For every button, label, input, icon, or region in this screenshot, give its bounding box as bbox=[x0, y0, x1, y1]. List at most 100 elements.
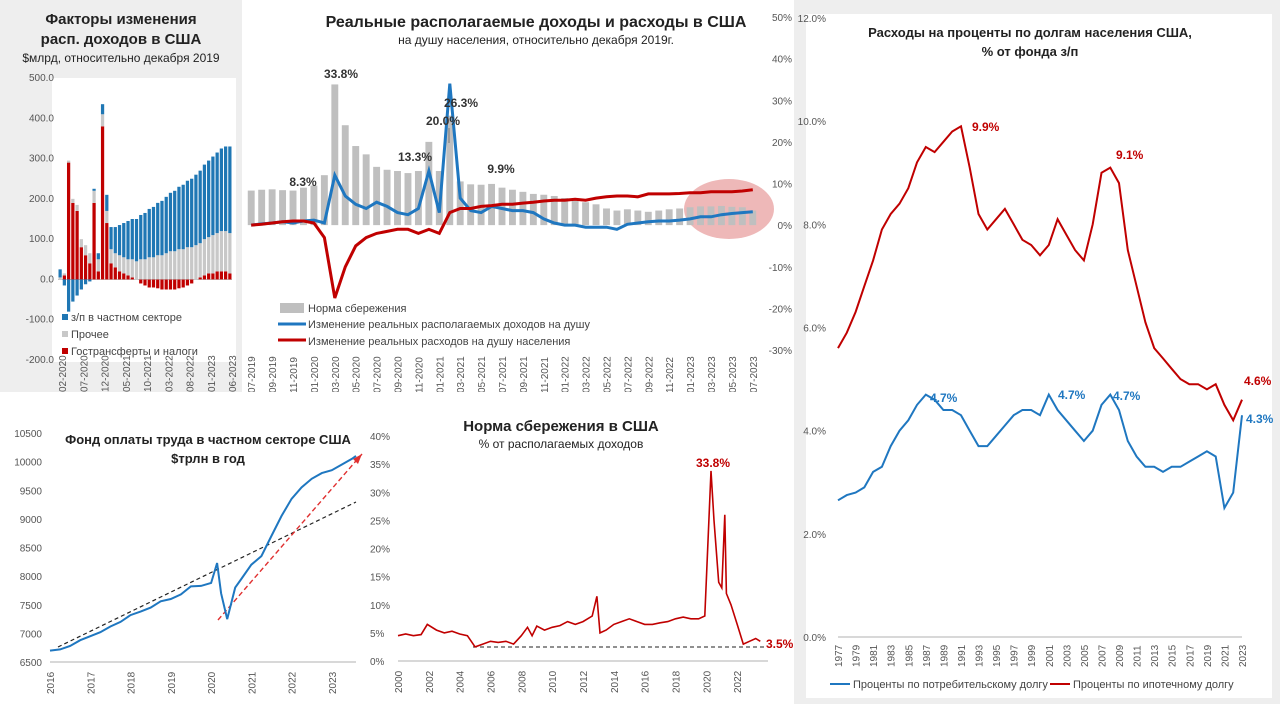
saving-xtick: 2006 bbox=[487, 670, 498, 693]
factors-bar bbox=[143, 279, 147, 286]
income-xtick: 05-2022 bbox=[602, 356, 613, 392]
legend-consumer: Проценты по потребительскому долгу bbox=[853, 679, 1048, 691]
factors-bar bbox=[66, 162, 71, 280]
factors-ytick: 400.0 bbox=[29, 113, 54, 124]
factors-bar bbox=[173, 190, 177, 252]
interest-ytick: 0.0% bbox=[803, 633, 826, 644]
factors-bar bbox=[177, 186, 181, 250]
income-saving-bar bbox=[394, 171, 401, 226]
interest-xtick: 1987 bbox=[922, 644, 933, 667]
factors-bar bbox=[139, 214, 143, 260]
factors-bar bbox=[151, 279, 156, 288]
factors-title-1: Факторы изменения bbox=[45, 11, 196, 28]
factors-bar bbox=[147, 257, 151, 280]
income-xtick: 11-2019 bbox=[289, 357, 300, 392]
factors-bar bbox=[88, 263, 92, 280]
legend-swatch-wages bbox=[62, 314, 68, 320]
factors-bar bbox=[168, 279, 173, 290]
factors-ytick: 200.0 bbox=[29, 194, 54, 205]
legend-spending: Изменение реальных расходов на душу насе… bbox=[308, 336, 570, 348]
factors-bar bbox=[126, 259, 130, 276]
interest-xtick: 1997 bbox=[1010, 644, 1021, 667]
factors-bar bbox=[79, 279, 83, 290]
payroll-ytick: 8500 bbox=[20, 544, 43, 555]
factors-bar bbox=[62, 279, 66, 286]
income-saving-bar bbox=[279, 190, 287, 226]
payroll-xtick: 2019 bbox=[167, 671, 178, 694]
income-saving-bar bbox=[571, 200, 579, 226]
factors-bar bbox=[219, 148, 224, 232]
interest-ytick: 4.0% bbox=[803, 427, 826, 438]
factors-bar bbox=[83, 279, 88, 285]
income-saving-bar bbox=[676, 208, 684, 226]
factors-bar bbox=[88, 253, 92, 264]
payroll-recovery-arrow bbox=[217, 453, 363, 621]
factors-bar bbox=[130, 259, 134, 278]
factors-bar bbox=[126, 275, 130, 280]
interest-title-2: % от фонда з/п bbox=[982, 44, 1079, 59]
factors-bar bbox=[100, 126, 105, 280]
ann-consumer-4-7-a: 4.7% bbox=[930, 391, 958, 405]
payroll-ytick: 6500 bbox=[20, 658, 43, 669]
income-saving-bar bbox=[613, 210, 621, 226]
factors-bar bbox=[62, 275, 66, 280]
factors-bar bbox=[134, 261, 139, 280]
income-annotations: 33.8% 26.3% 20.0% 13.3% 8.3% 9.9% bbox=[289, 67, 515, 189]
factors-bar bbox=[207, 273, 211, 280]
factors-title-2: расп. доходов в США bbox=[41, 31, 202, 48]
factors-bar bbox=[185, 279, 190, 286]
factors-bar bbox=[113, 253, 117, 268]
factors-bar bbox=[228, 273, 232, 280]
factors-bar bbox=[143, 212, 147, 260]
factors-bar bbox=[58, 269, 62, 278]
factors-xtick: 02-2020 bbox=[58, 355, 69, 392]
factors-subtitle: $млрд, относительно декабря 2019 bbox=[22, 51, 220, 65]
factors-bar bbox=[207, 237, 211, 274]
payroll-xtick: 2016 bbox=[46, 671, 57, 694]
factors-xtick: 05-2021 bbox=[122, 355, 133, 392]
factors-bar bbox=[105, 223, 109, 280]
factors-bar bbox=[122, 273, 126, 280]
factors-bar bbox=[151, 206, 156, 258]
factors-bar bbox=[177, 249, 181, 280]
payroll-xtick: 2020 bbox=[207, 671, 218, 694]
payroll-arrow-head bbox=[353, 454, 362, 464]
interest-xtick: 2003 bbox=[1062, 644, 1073, 667]
factors-bar bbox=[66, 279, 71, 312]
interest-xtick: 2005 bbox=[1080, 644, 1091, 667]
income-saving-bar bbox=[686, 207, 694, 226]
income-ytick: -30% bbox=[769, 346, 792, 357]
income-saving-bar bbox=[603, 208, 610, 226]
payroll-title-1: Фонд оплаты труда в частном секторе США bbox=[65, 432, 351, 447]
factors-bar bbox=[75, 210, 79, 280]
factors-bar bbox=[190, 279, 194, 284]
factors-bar bbox=[71, 198, 75, 203]
saving-xtick: 2022 bbox=[733, 670, 744, 693]
factors-bar bbox=[160, 200, 164, 256]
saving-xtick: 2000 bbox=[394, 670, 405, 693]
factors-bar bbox=[96, 259, 100, 272]
interest-xtick: 1991 bbox=[957, 644, 968, 667]
factors-bar bbox=[130, 277, 134, 280]
interest-xtick: 2017 bbox=[1185, 644, 1196, 667]
income-ytick: 10% bbox=[772, 180, 792, 191]
interest-panel: Расходы на проценты по долгам населения … bbox=[794, 0, 1280, 704]
income-saving-bar bbox=[467, 184, 475, 226]
ann-consumer-4-3: 4.3% bbox=[1246, 412, 1274, 426]
factors-bar bbox=[122, 257, 126, 274]
payroll-svg: Фонд оплаты труда в частном секторе США … bbox=[14, 429, 363, 694]
interest-xtick: 1981 bbox=[869, 644, 880, 667]
factors-bar bbox=[75, 204, 79, 211]
factors-bar bbox=[71, 202, 75, 280]
income-title: Реальные располагаемые доходы и расходы … bbox=[326, 14, 747, 31]
factors-bar bbox=[202, 239, 207, 276]
factors-bar bbox=[202, 164, 207, 240]
factors-bar bbox=[151, 257, 156, 280]
factors-bar bbox=[198, 170, 202, 244]
factors-bar bbox=[96, 253, 100, 260]
income-xtick: 07-2022 bbox=[623, 356, 634, 392]
income-saving-bar bbox=[247, 190, 255, 226]
income-xtick: 01-2020 bbox=[310, 356, 321, 392]
factors-bar bbox=[160, 255, 164, 280]
factors-xtick: 03-2022 bbox=[164, 355, 175, 392]
